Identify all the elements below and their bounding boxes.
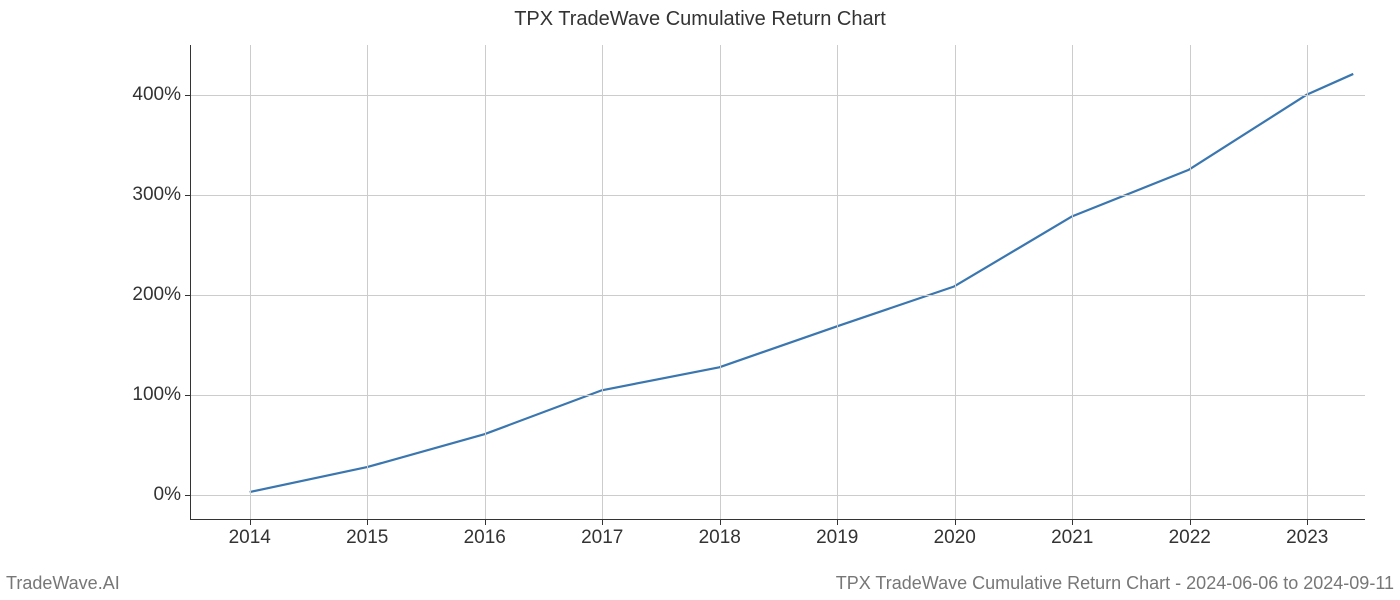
x-tick-label: 2016 [464, 519, 506, 549]
y-tick-label: 0% [154, 484, 191, 506]
chart-container: TPX TradeWave Cumulative Return Chart 0%… [0, 0, 1400, 600]
footer-left-watermark: TradeWave.AI [6, 573, 120, 594]
x-tick-label: 2015 [346, 519, 388, 549]
grid-line-vertical [837, 45, 838, 519]
chart-title: TPX TradeWave Cumulative Return Chart [0, 8, 1400, 31]
x-tick-label: 2023 [1286, 519, 1328, 549]
x-tick-label: 2019 [816, 519, 858, 549]
x-tick-label: 2014 [229, 519, 271, 549]
grid-line-vertical [1072, 45, 1073, 519]
y-tick-label: 300% [132, 184, 191, 206]
y-tick-label: 400% [132, 84, 191, 106]
grid-line-vertical [485, 45, 486, 519]
series-line-cumulative_return [250, 74, 1354, 492]
x-tick-label: 2020 [934, 519, 976, 549]
footer-right-caption: TPX TradeWave Cumulative Return Chart - … [836, 573, 1394, 594]
x-tick-label: 2021 [1051, 519, 1093, 549]
plot-area: 0%100%200%300%400%2014201520162017201820… [190, 45, 1365, 520]
grid-line-vertical [1190, 45, 1191, 519]
grid-line-vertical [367, 45, 368, 519]
x-tick-label: 2018 [699, 519, 741, 549]
grid-line-vertical [602, 45, 603, 519]
grid-line-vertical [955, 45, 956, 519]
grid-line-vertical [720, 45, 721, 519]
grid-line-vertical [250, 45, 251, 519]
y-tick-label: 200% [132, 284, 191, 306]
y-tick-label: 100% [132, 384, 191, 406]
x-tick-label: 2017 [581, 519, 623, 549]
grid-line-vertical [1307, 45, 1308, 519]
x-tick-label: 2022 [1169, 519, 1211, 549]
